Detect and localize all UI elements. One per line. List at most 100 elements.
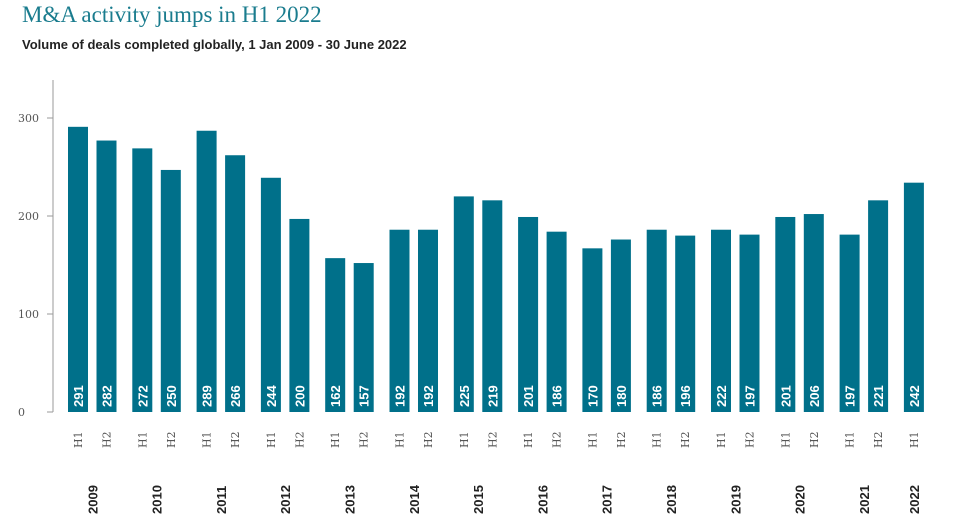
bar-2019-h1 [711,229,731,412]
half-label: H1 [779,431,792,448]
data-label: 192 [421,385,436,407]
bar-2022-h1 [903,182,924,412]
y-tick-label: 100 [18,308,39,321]
bar-2012-h2 [289,218,310,412]
bar-2021-h2 [868,200,889,412]
data-label: 219 [485,385,500,407]
year-label: 2020 [793,485,808,514]
bar-2016-h2 [546,231,567,412]
half-label: H1 [72,431,85,448]
year-label: 2009 [85,485,100,514]
bar-2020-h1 [775,216,796,412]
half-label: H2 [615,431,628,448]
year-label: 2015 [471,485,486,514]
data-label: 206 [807,385,822,407]
bar-2009-h1 [68,126,88,412]
half-label: H2 [808,431,821,448]
data-label: 266 [228,385,243,407]
half-label: H1 [394,431,407,448]
half-label: H1 [908,431,921,448]
bar-2014-h2 [418,229,438,412]
data-label: 244 [264,385,279,407]
half-label: H2 [744,431,757,448]
bar-2013-h1 [325,258,346,412]
data-label: 170 [585,385,600,407]
data-label: 221 [871,385,886,407]
half-label: H1 [265,431,278,448]
year-label: 2022 [907,485,922,514]
data-label: 197 [743,385,758,407]
half-label: H2 [101,431,114,448]
y-tick-label: 200 [18,210,39,223]
half-label: H1 [586,431,599,448]
data-label: 250 [164,385,179,407]
year-label: 2018 [664,485,679,514]
half-label: H2 [679,431,692,448]
data-label: 291 [71,385,86,407]
half-label: H1 [136,431,149,448]
bar-2016-h1 [518,216,539,412]
data-label: 180 [614,385,629,407]
half-label: H1 [522,431,535,448]
half-label: H2 [422,431,435,448]
half-label: H2 [229,431,242,448]
bar-2018-h1 [646,229,667,412]
data-label: 162 [328,385,343,407]
bar-2018-h2 [675,235,696,412]
bar-2017-h1 [582,248,603,412]
data-label: 201 [778,385,793,407]
bar-2019-h2 [739,234,760,412]
data-label: 200 [292,385,307,407]
year-label: 2014 [407,484,422,514]
data-label: 282 [100,385,115,407]
half-label: H1 [651,431,664,448]
bar-2012-h1 [260,177,281,412]
bar-2010-h1 [132,148,153,412]
year-label: 2019 [728,485,743,514]
y-axis-ticks: 0 100 200 300 [18,112,53,419]
bar-2009-h2 [96,140,117,413]
half-label: H1 [458,431,471,448]
data-label: 201 [521,385,536,407]
data-label: 196 [678,385,693,407]
bar-2013-h2 [353,263,374,412]
half-label: H2 [872,431,885,448]
data-label: 242 [907,385,922,407]
bar-2015-h2 [482,200,503,412]
bar-2010-h2 [160,169,181,412]
half-label: H1 [329,431,342,448]
data-label: 197 [843,385,858,407]
y-tick-label: 0 [18,406,25,419]
chart-title: M&A activity jumps in H1 2022 [22,2,322,27]
data-label: 186 [550,385,565,407]
data-label: 157 [357,385,372,407]
year-label: 2012 [278,485,293,514]
data-label: 192 [393,385,408,407]
data-label: 289 [200,385,215,407]
bar-2011-h1 [196,130,217,413]
data-label: 222 [714,385,729,407]
half-label: H1 [844,431,857,448]
half-label: H2 [293,431,306,448]
data-label: 225 [457,385,472,407]
half-label: H2 [358,431,371,448]
bar-2021-h1 [839,234,860,412]
data-label: 272 [135,385,150,407]
bar-2014-h1 [389,229,410,412]
data-label: 186 [650,385,665,407]
x-axis-half-labels: H1 H2 H1 H2 H1 H2 H1 H2 H1 H2 H1 H2 H1 H2 H1 H2 H1 H2 H1 H2… [72,431,921,448]
year-label: 2017 [600,485,615,514]
y-tick-label: 300 [18,112,39,125]
bar-2020-h2 [803,214,824,412]
bar-2017-h2 [610,239,631,412]
half-label: H1 [715,431,728,448]
x-axis-year-labels: 2009 2010 2011 2012 2013 2014 2015 2016 2017 2018… [85,484,922,514]
bar-2011-h2 [225,155,246,413]
bars: 291 282 272 250 289 266 244 200 162 157 192 192 225 2… [68,126,924,413]
half-label: H1 [201,431,214,448]
year-label: 2016 [535,485,550,514]
half-label: H2 [486,431,499,448]
bar-2015-h1 [453,196,474,412]
year-label: 2011 [214,486,229,514]
